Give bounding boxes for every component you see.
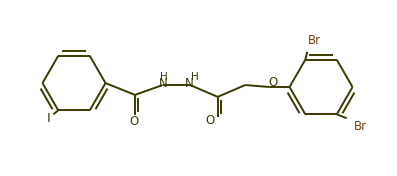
Text: Br: Br [308,34,321,47]
Text: O: O [205,114,214,127]
Text: N: N [159,77,168,90]
Text: H: H [160,72,168,82]
Text: O: O [129,115,139,128]
Text: O: O [268,76,278,89]
Text: N: N [185,77,193,90]
Text: Br: Br [354,120,367,133]
Text: I: I [46,112,50,125]
Text: H: H [191,72,199,82]
